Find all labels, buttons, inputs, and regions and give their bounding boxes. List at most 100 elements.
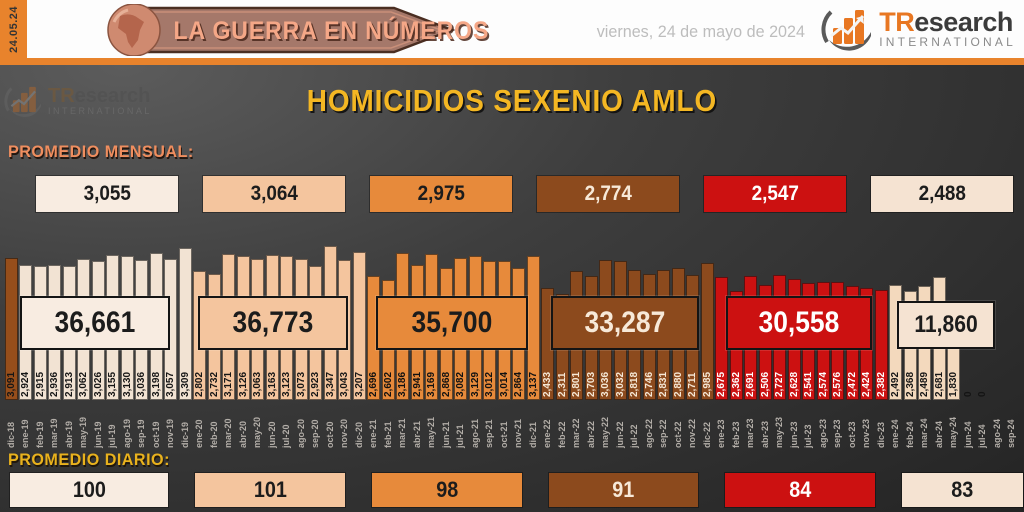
month-label-mar-21: mar-21 — [397, 418, 407, 448]
month-label-ago-24: ago-24 — [991, 418, 1002, 448]
banner: LA GUERRA EN NÚMEROS — [106, 4, 488, 56]
month-label-jun-24: jun-24 — [962, 421, 973, 448]
month-label-ene-23: ene-23 — [716, 419, 726, 448]
tresearch-logo-icon — [821, 10, 872, 51]
month-label-abr-24: abr-24 — [933, 420, 944, 448]
month-label-feb-20: feb-20 — [208, 421, 219, 448]
month-label-jul-20: jul-20 — [281, 424, 291, 448]
month-label-nov-20: nov-20 — [339, 418, 349, 448]
watermark-logo: TResearch INTERNATIONAL — [4, 81, 152, 121]
month-label-jul-22: jul-22 — [629, 424, 639, 448]
monthly-average-label: PROMEDIO MENSUAL: — [8, 142, 194, 161]
bar-value-dic-23: 2,382 — [875, 371, 887, 397]
month-label-ene-21: ene-21 — [368, 419, 378, 448]
month-label-dic-19: dic-19 — [179, 421, 190, 448]
chart-panel: TResearch INTERNATIONAL HOMICIDIOS SEXEN… — [0, 65, 1024, 512]
month-label-may-19: may-19 — [78, 416, 88, 448]
month-label-jun-19: jun-19 — [92, 421, 103, 448]
month-label-jul-19: jul-19 — [107, 424, 117, 448]
daily-average-box-1: 100 — [10, 473, 168, 507]
month-label-dic-18: dic-18 — [5, 421, 16, 448]
month-label-jul-24: jul-24 — [977, 424, 987, 448]
monthly-average-box-2: 3,064 — [203, 176, 345, 212]
bar-value-dic-21: 3,137 — [527, 371, 539, 397]
month-label-may-23: may-23 — [774, 416, 784, 448]
bar-dic-22 — [700, 263, 714, 400]
bar-value-dic-22: 2,985 — [701, 371, 713, 397]
month-label-mar-19: mar-19 — [49, 418, 59, 448]
brand-text: TResearch INTERNATIONAL — [879, 9, 1016, 50]
month-label-abr-20: abr-20 — [237, 420, 248, 448]
daily-average-box-2: 101 — [195, 473, 345, 507]
date-strip-text: 24.05.24 — [7, 5, 20, 53]
month-label-mar-23: mar-23 — [745, 418, 755, 448]
month-label-abr-21: abr-21 — [411, 420, 422, 448]
month-label-jun-23: jun-23 — [788, 421, 799, 448]
month-label-abr-23: abr-23 — [759, 420, 770, 448]
month-label-mar-20: mar-20 — [223, 418, 233, 448]
month-label-jun-21: jun-21 — [440, 421, 451, 448]
month-label-ene-24: ene-24 — [890, 419, 900, 448]
month-label-sep-23: sep-23 — [832, 419, 842, 448]
month-label-jul-21: jul-21 — [455, 424, 465, 448]
year-total-box-5: 30,558 — [726, 296, 872, 350]
month-label-nov-22: nov-22 — [687, 418, 697, 448]
month-label-ago-21: ago-21 — [469, 418, 480, 448]
month-label-sep-22: sep-22 — [658, 419, 668, 448]
month-label-sep-21: sep-21 — [484, 419, 494, 448]
bar-dic-19 — [178, 248, 192, 400]
month-label-jun-22: jun-22 — [614, 421, 625, 448]
year-total-box-2: 36,773 — [198, 296, 348, 350]
month-label-may-20: may-20 — [252, 416, 262, 448]
month-label-sep-24: sep-24 — [1006, 419, 1016, 448]
bar-value-dic-18: 3,091 — [5, 371, 17, 397]
daily-average-box-6: 83 — [902, 473, 1023, 507]
page-title: HOMICIDIOS SEXENIO AMLO — [306, 83, 718, 118]
bar-dic-20 — [352, 252, 366, 400]
year-total-box-3: 35,700 — [376, 296, 528, 350]
month-label-dic-23: dic-23 — [875, 421, 886, 448]
month-label-mar-24: mar-24 — [919, 418, 929, 448]
month-label-ago-22: ago-22 — [643, 418, 654, 448]
month-label-sep-20: sep-20 — [310, 419, 320, 448]
daily-average-box-5: 84 — [725, 473, 875, 507]
month-label-ene-22: ene-22 — [542, 419, 552, 448]
month-label-ene-20: ene-20 — [194, 419, 204, 448]
bar-chart: 3,091 dic-18 2,924 ene-19 2,915 feb-19 2,936 ma… — [0, 65, 1024, 512]
year-total-box-1: 36,661 — [20, 296, 170, 350]
month-label-oct-21: oct-21 — [498, 421, 509, 448]
month-label-mar-22: mar-22 — [571, 418, 581, 448]
year-total-box-4: 33,287 — [551, 296, 699, 350]
month-label-oct-19: oct-19 — [150, 421, 161, 448]
brand-subtitle: INTERNATIONAL — [879, 35, 1016, 49]
bar-value-dic-20: 3,207 — [353, 371, 365, 397]
month-label-dic-21: dic-21 — [527, 421, 538, 448]
tresearch-logo: TResearch INTERNATIONAL — [821, 2, 1016, 56]
watermark-logo-icon — [4, 86, 42, 118]
month-label-may-24: may-24 — [948, 416, 958, 448]
bar-dic-23 — [874, 290, 888, 400]
daily-average-box-4: 91 — [549, 473, 698, 507]
month-label-feb-23: feb-23 — [730, 421, 741, 448]
banner-arrow-shape — [107, 4, 456, 56]
monthly-average-box-1: 3,055 — [36, 176, 178, 212]
header: 24.05.24 LA GUERRA EN NÚMEROS viernes, 2… — [0, 0, 1024, 58]
bar-dic-18 — [4, 258, 18, 400]
monthly-average-box-5: 2,547 — [704, 176, 846, 212]
month-label-ago-19: ago-19 — [121, 418, 132, 448]
orange-divider — [0, 58, 1024, 65]
monthly-average-box-6: 2,488 — [871, 176, 1013, 212]
month-label-ago-20: ago-20 — [295, 418, 306, 448]
month-label-jul-23: jul-23 — [803, 424, 813, 448]
daily-average-box-3: 98 — [372, 473, 522, 507]
daily-average-row: 100 101 98 91 84 83 — [10, 473, 1023, 507]
watermark-text: TResearch INTERNATIONAL — [48, 84, 152, 116]
month-label-abr-19: abr-19 — [63, 420, 74, 448]
month-label-ene-19: ene-19 — [20, 419, 30, 448]
header-date: viernes, 24 de mayo de 2024 — [596, 22, 805, 41]
month-label-oct-22: oct-22 — [672, 421, 683, 448]
month-label-jun-20: jun-20 — [266, 421, 277, 448]
month-label-oct-23: oct-23 — [846, 421, 857, 448]
month-label-feb-24: feb-24 — [904, 421, 915, 448]
